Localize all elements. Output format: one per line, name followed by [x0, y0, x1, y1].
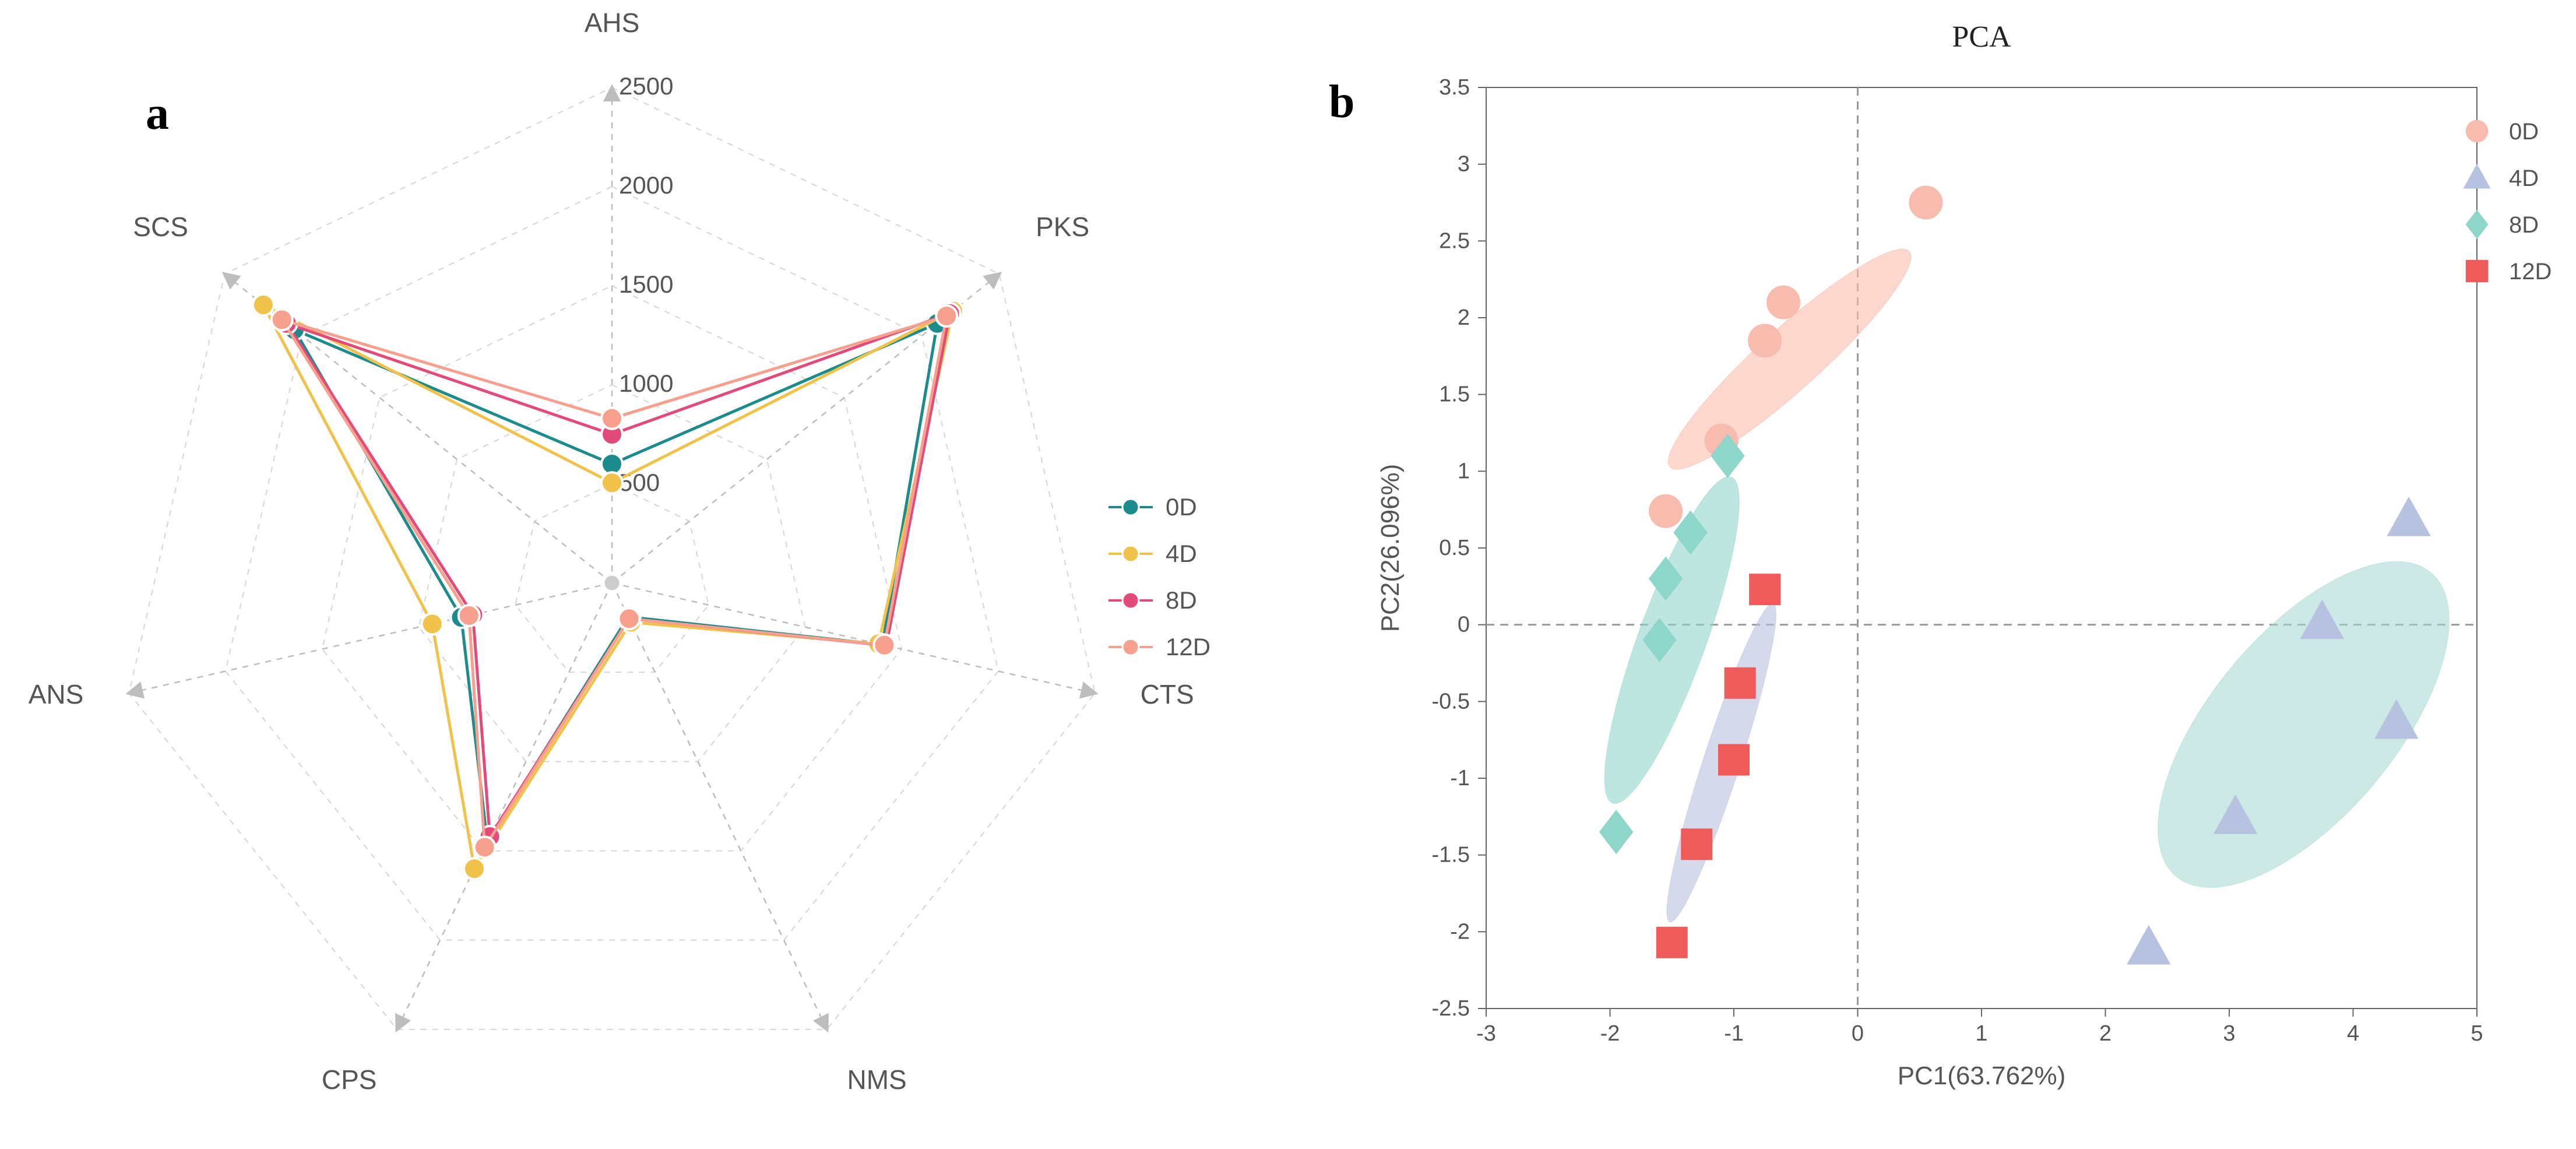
y-axis-label: PC2(26.096%)	[1376, 464, 1405, 633]
y-tick-label: 2.5	[1439, 229, 1470, 253]
radar-axis-label: NMS	[847, 1064, 907, 1095]
figure-wrapper: a AHSPKSCTSNMSCPSANSSCS50010001500200025…	[0, 0, 2576, 1149]
y-tick-label: 0.5	[1439, 536, 1470, 560]
radar-axis-label: ANS	[29, 679, 84, 709]
y-tick-label: 0	[1458, 613, 1470, 637]
y-tick-label: -2.5	[1432, 996, 1470, 1021]
x-tick-label: 5	[2471, 1021, 2483, 1046]
y-tick-label: 1	[1458, 459, 1470, 483]
panel-b-label: b	[1329, 76, 1355, 129]
legend-label: 8D	[2509, 212, 2539, 238]
x-tick-label: 3	[2223, 1021, 2235, 1046]
x-tick-label: -2	[1600, 1021, 1620, 1046]
radar-axis-label: PKS	[1036, 212, 1089, 242]
radar-ring-label: 1500	[619, 270, 673, 298]
pca-title: PCA	[1952, 20, 2011, 54]
y-tick-label: -2	[1450, 919, 1470, 944]
panel-a: a AHS PKS CTS NMS CPS ANS SCS 500 1000 1500 2000 25…	[0, 0, 1288, 1149]
x-tick-label: 4	[2347, 1021, 2359, 1046]
radar-ring-label: 1000	[619, 370, 673, 397]
legend-marker	[1122, 499, 1139, 515]
legend-label: 12D	[2509, 259, 2552, 284]
radar-series-marker	[874, 635, 895, 656]
y-tick-label: -1.5	[1432, 843, 1470, 867]
radar-axis-label: SCS	[133, 212, 188, 242]
radar-ring-label: 500	[619, 469, 660, 496]
x-tick-label: 1	[1975, 1021, 1987, 1046]
radar-axis-label: AHS	[585, 8, 640, 38]
y-tick-label: 3.5	[1439, 75, 1470, 100]
radar-axis-label: CTS	[1141, 679, 1194, 709]
radar-series-marker	[601, 472, 622, 493]
radar-ring-label: 2000	[619, 171, 673, 199]
legend-label: 8D	[1166, 586, 1197, 614]
group-ellipse	[2106, 514, 2501, 936]
radar-series-marker	[272, 309, 293, 330]
x-tick-label: 0	[1852, 1021, 1864, 1046]
radar-series-marker	[936, 305, 957, 326]
group-ellipse	[1649, 229, 1930, 490]
radar-series-marker	[474, 837, 495, 858]
y-tick-label: -1	[1450, 766, 1470, 790]
radar-axis-label: CPS	[322, 1064, 377, 1095]
radar-series-marker	[601, 408, 622, 429]
radar-series-marker	[422, 613, 443, 634]
y-tick-label: 1.5	[1439, 382, 1470, 407]
radar-series-marker	[464, 858, 485, 879]
legend-label: 4D	[2509, 166, 2539, 191]
legend-label: 12D	[1166, 633, 1210, 660]
x-tick-label: -1	[1724, 1021, 1744, 1046]
panel-a-label: a	[146, 87, 169, 140]
radar-series-marker	[253, 294, 274, 315]
y-tick-label: -0.5	[1432, 689, 1470, 714]
y-tick-label: 2	[1458, 305, 1470, 330]
radar-ring-label: 2500	[619, 72, 673, 100]
legend-marker	[1122, 639, 1139, 655]
legend-label: 0D	[1166, 493, 1197, 521]
y-tick-label: 3	[1458, 152, 1470, 177]
radar-series-marker	[459, 605, 480, 626]
legend-marker	[1122, 546, 1139, 562]
x-tick-label: 2	[2099, 1021, 2112, 1046]
legend-label: 0D	[2509, 119, 2539, 145]
plot-frame	[1486, 87, 2477, 1009]
radar-chart: AHS PKS CTS NMS CPS ANS SCS 500 1000 1500 2000 2500…	[0, 0, 1288, 1149]
x-axis-label: PC1(63.762%)	[1898, 1062, 2066, 1090]
x-tick-label: -3	[1476, 1021, 1496, 1046]
legend-marker	[1122, 592, 1139, 609]
radar-series-marker	[619, 608, 640, 629]
panel-b: b PCA -3 -2 -1 0 1 2 3 4 5 -2.5 -2 -1.5 -1 -0.5 0 0.5 1 1.…	[1288, 0, 2576, 1149]
legend-label: 4D	[1166, 540, 1197, 567]
pca-scatter-chart: PCA -3 -2 -1 0 1 2 3 4 5 -2.5 -2 -1.5 -1 -0.5 0 0.5 1 1.5 2…	[1288, 0, 2576, 1149]
